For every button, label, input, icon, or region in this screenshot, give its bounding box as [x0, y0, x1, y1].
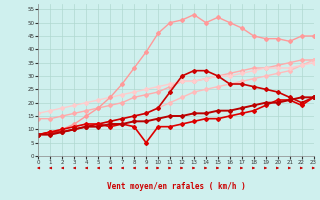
X-axis label: Vent moyen/en rafales ( km/h ): Vent moyen/en rafales ( km/h ): [107, 182, 245, 191]
